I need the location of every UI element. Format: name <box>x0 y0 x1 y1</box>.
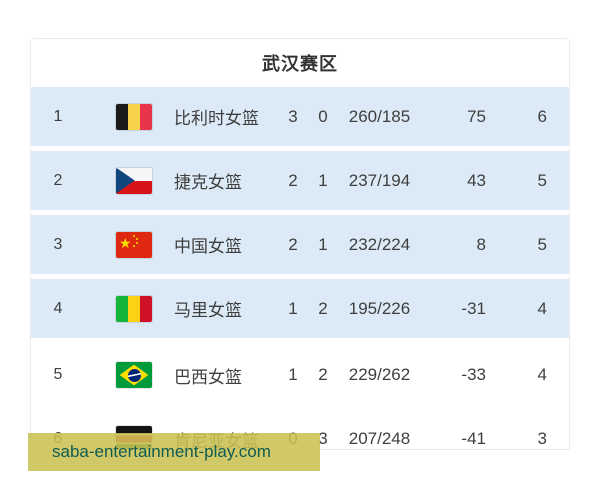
flag-cell <box>85 103 174 130</box>
ad-banner-link[interactable]: saba-entertainment-play.com <box>52 442 271 461</box>
diff-cell: -41 <box>461 429 486 448</box>
score-cell: 260/185 <box>348 106 411 126</box>
table-row: 1 比利时女篮 3 0 260/185 75 6 <box>31 87 569 151</box>
china-flag <box>116 231 152 258</box>
rank-cell: 1 <box>53 107 63 125</box>
flag-cell <box>85 362 174 388</box>
score-cell: 207/248 <box>348 429 411 448</box>
rank-cell: 4 <box>53 299 63 317</box>
team-name: 中国女篮 <box>174 237 242 256</box>
diff-cell: -31 <box>461 298 486 318</box>
points-cell: 5 <box>537 234 547 254</box>
standings-card: 武汉赛区 1 比利时女篮 3 0 260/185 75 6 2 捷克女篮 2 1… <box>30 38 570 450</box>
table-row: 3 中国女篮 2 1 232/224 8 5 <box>31 215 569 279</box>
standings-table: 1 比利时女篮 3 0 260/185 75 6 2 捷克女篮 2 1 237/… <box>31 87 569 449</box>
diff-cell: 8 <box>476 234 486 254</box>
team-name: 马里女篮 <box>174 301 242 320</box>
flag-cell <box>85 231 174 258</box>
rank-cell: 2 <box>53 171 63 189</box>
points-cell: 4 <box>537 298 547 318</box>
losses-cell: 2 <box>318 365 328 384</box>
points-cell: 6 <box>537 106 547 126</box>
rank-cell: 5 <box>53 366 63 383</box>
losses-cell: 0 <box>318 106 328 126</box>
points-cell: 5 <box>537 170 547 190</box>
points-cell: 4 <box>537 365 547 384</box>
ad-banner: saba-entertainment-play.com <box>28 433 320 471</box>
wins-cell: 1 <box>288 365 298 384</box>
points-cell: 3 <box>537 429 547 448</box>
page-title: 武汉赛区 <box>262 54 338 74</box>
diff-cell: 75 <box>467 106 486 126</box>
wins-cell: 2 <box>288 170 298 190</box>
brazil-flag <box>116 362 152 388</box>
table-row: 4 马里女篮 1 2 195/226 -31 4 <box>31 279 569 343</box>
wins-cell: 3 <box>288 106 298 126</box>
losses-cell: 3 <box>318 429 328 448</box>
score-cell: 232/224 <box>348 234 411 254</box>
diff-cell: -33 <box>461 365 486 384</box>
score-cell: 229/262 <box>348 365 411 384</box>
score-cell: 195/226 <box>348 298 411 318</box>
title-bar: 武汉赛区 <box>31 39 569 87</box>
losses-cell: 1 <box>318 170 328 190</box>
wins-cell: 2 <box>288 234 298 254</box>
score-cell: 237/194 <box>348 170 411 190</box>
flag-cell <box>85 167 174 194</box>
flag-cell <box>85 295 174 322</box>
team-name: 巴西女篮 <box>174 367 242 387</box>
team-name: 比利时女篮 <box>174 109 259 128</box>
team-name: 捷克女篮 <box>174 173 242 192</box>
losses-cell: 1 <box>318 234 328 254</box>
table-row: 2 捷克女篮 2 1 237/194 43 5 <box>31 151 569 215</box>
table-row: 5 巴西女篮 1 2 229/262 -33 4 <box>31 343 569 407</box>
belgium-flag <box>116 103 152 130</box>
wins-cell: 1 <box>288 298 298 318</box>
czech-flag <box>116 167 152 194</box>
losses-cell: 2 <box>318 298 328 318</box>
rank-cell: 3 <box>53 235 63 253</box>
mali-flag <box>116 295 152 322</box>
diff-cell: 43 <box>467 170 486 190</box>
